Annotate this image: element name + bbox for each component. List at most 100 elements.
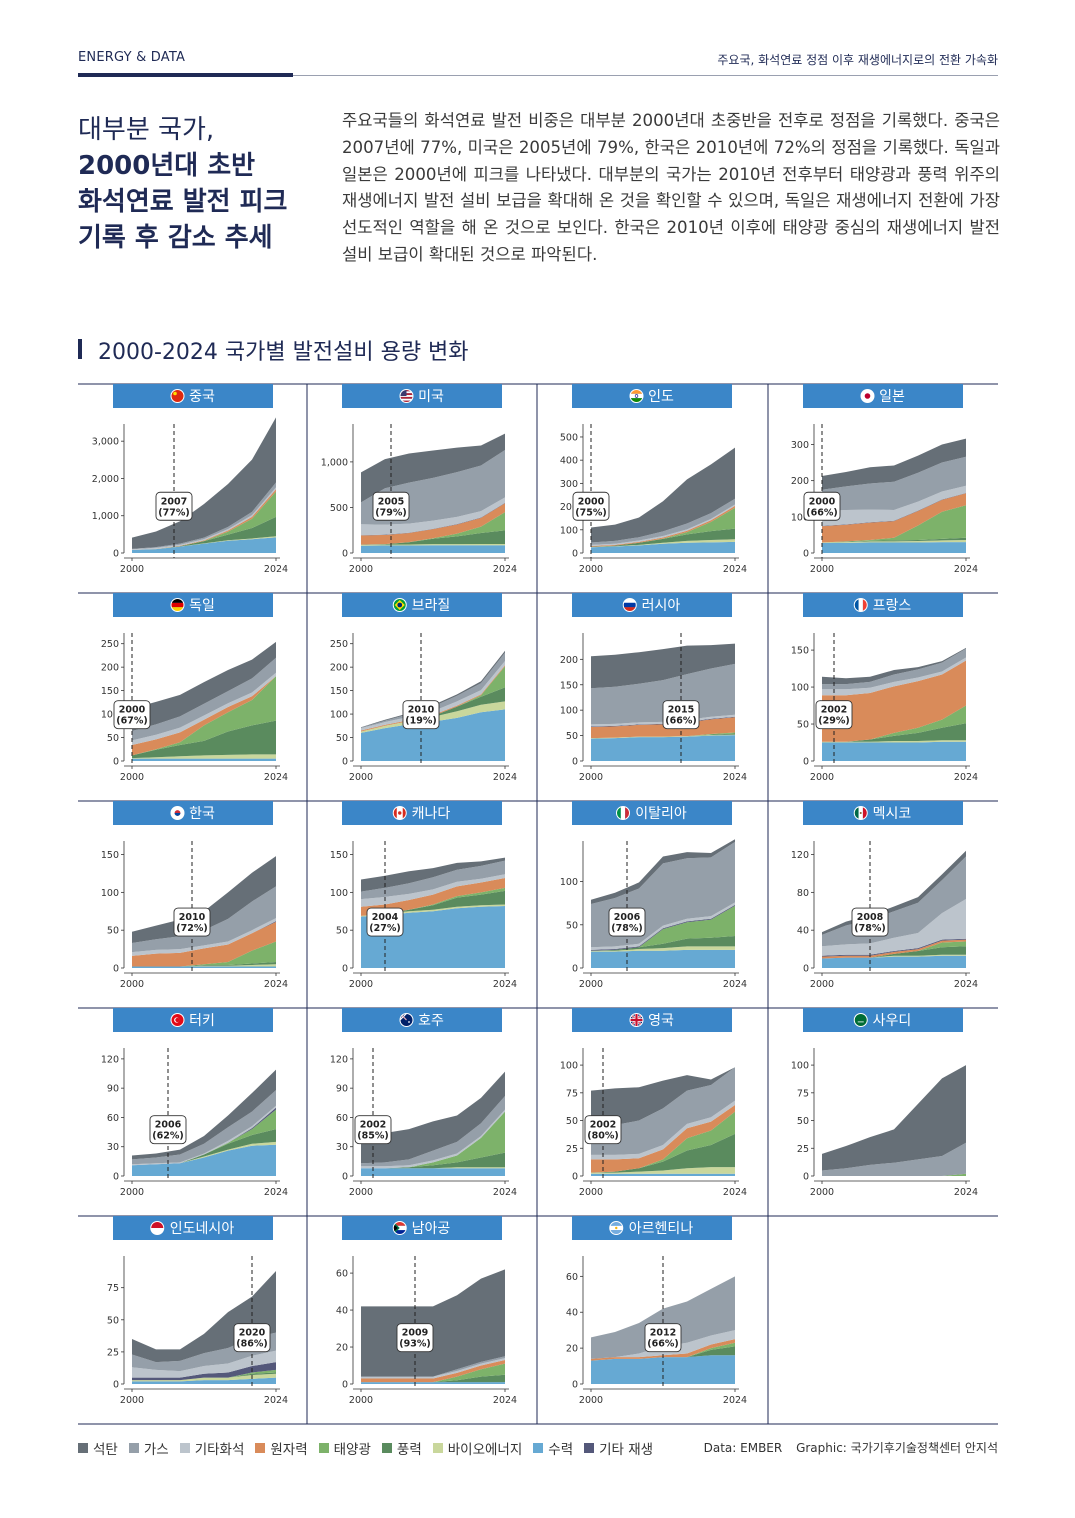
y-tick-label: 1,000 bbox=[321, 457, 348, 468]
country-label: 사우디 bbox=[873, 1013, 912, 1029]
peak-year-label: 2006 bbox=[155, 1120, 182, 1131]
country-label-box bbox=[803, 384, 963, 408]
y-tick-label: 200 bbox=[560, 502, 578, 513]
x-tick-label: 2024 bbox=[493, 772, 517, 783]
y-tick-label: 60 bbox=[336, 1269, 348, 1280]
area-bio bbox=[132, 1373, 276, 1382]
legend-label-gas: 가스 bbox=[143, 1442, 169, 1458]
country-label: 이탈리아 bbox=[635, 806, 687, 822]
y-tick-label: 60 bbox=[107, 1113, 119, 1124]
header-rule-accent bbox=[78, 73, 293, 77]
x-tick-label: 2024 bbox=[723, 1187, 747, 1198]
country-label-box bbox=[113, 801, 273, 825]
country-label: 인도 bbox=[648, 389, 674, 405]
area-solar bbox=[591, 1111, 735, 1173]
country-label: 캐나다 bbox=[412, 806, 451, 822]
country-label: 러시아 bbox=[642, 598, 681, 614]
flag-au-icon bbox=[400, 1013, 413, 1027]
area-bio bbox=[132, 536, 276, 551]
x-tick-label: 2000 bbox=[579, 564, 603, 575]
country-label-box bbox=[803, 801, 963, 825]
x-tick-label: 2024 bbox=[493, 1187, 517, 1198]
country-panel: 미국 0 500 1,000 2000 2024 2005(79%) bbox=[321, 384, 517, 575]
flag-id-icon bbox=[150, 1221, 164, 1235]
x-tick-label: 2000 bbox=[120, 1187, 144, 1198]
peak-pct-label: (78%) bbox=[854, 923, 885, 934]
peak-pct-label: (77%) bbox=[158, 507, 189, 518]
x-tick-label: 2000 bbox=[120, 1395, 144, 1406]
y-tick-label: 0 bbox=[572, 1380, 578, 1391]
area-bio bbox=[132, 964, 276, 967]
area-other_fossil bbox=[132, 1350, 276, 1378]
country-label: 독일 bbox=[189, 598, 215, 614]
y-tick-label: 0 bbox=[803, 757, 809, 768]
country-label: 아르헨티나 bbox=[629, 1221, 694, 1237]
peak-box bbox=[372, 491, 410, 521]
area-gas bbox=[822, 648, 966, 690]
area-wind bbox=[132, 1129, 276, 1166]
area-hydro bbox=[361, 709, 505, 761]
area-nuclear bbox=[132, 921, 276, 967]
area-nuclear bbox=[822, 660, 966, 742]
area-gas bbox=[361, 1095, 505, 1167]
x-tick-label: 2024 bbox=[954, 1187, 978, 1198]
peak-pct-label: (27%) bbox=[369, 923, 400, 934]
country-label-box bbox=[572, 384, 732, 408]
y-tick-label: 120 bbox=[791, 850, 809, 861]
area-coal bbox=[361, 1071, 505, 1164]
area-gas bbox=[132, 886, 276, 953]
country-label-box bbox=[342, 384, 502, 408]
peak-box bbox=[354, 1115, 392, 1145]
legend-swatch-gas bbox=[128, 1443, 139, 1453]
area-other_fossil bbox=[132, 918, 276, 956]
x-tick-label: 2000 bbox=[120, 979, 144, 990]
y-tick-label: 100 bbox=[101, 710, 119, 721]
legend-label-nuclear: 원자력 bbox=[270, 1442, 308, 1458]
area-coal bbox=[591, 1067, 735, 1130]
legend-items: 석탄 가스 기타화석 원자력 태양광 풍력 바이오에너지 수력 기타 재생 bbox=[78, 1438, 653, 1458]
peak-box bbox=[608, 907, 646, 937]
area-coal bbox=[591, 839, 735, 905]
area-other_fossil bbox=[591, 1100, 735, 1160]
country-label-box bbox=[342, 593, 502, 617]
peak-box bbox=[155, 491, 193, 521]
legend-swatch-bio bbox=[432, 1443, 443, 1453]
area-gas bbox=[591, 1067, 735, 1155]
y-tick-label: 30 bbox=[107, 1142, 119, 1153]
y-tick-label: 120 bbox=[101, 1054, 119, 1065]
country-label: 멕시코 bbox=[873, 806, 912, 822]
area-solar bbox=[822, 1173, 966, 1176]
peak-year-label: 2012 bbox=[650, 1328, 676, 1339]
y-tick-label: 0 bbox=[803, 549, 809, 560]
x-tick-label: 2000 bbox=[120, 564, 144, 575]
y-tick-label: 50 bbox=[336, 733, 348, 744]
area-bio bbox=[361, 543, 505, 546]
flag-sa-icon bbox=[854, 1013, 868, 1027]
area-solar bbox=[361, 1363, 505, 1383]
peak-year-label: 2000 bbox=[578, 496, 605, 507]
area-gas bbox=[132, 657, 276, 741]
flag-de-icon bbox=[171, 598, 184, 612]
flag-br-icon bbox=[393, 598, 407, 612]
y-tick-label: 50 bbox=[566, 1116, 578, 1127]
x-tick-label: 2024 bbox=[954, 772, 978, 783]
y-tick-label: 75 bbox=[566, 1088, 578, 1099]
area-wind bbox=[591, 1133, 735, 1173]
y-tick-label: 60 bbox=[336, 1113, 348, 1124]
legend-label-bio: 바이오에너지 bbox=[447, 1442, 523, 1458]
y-tick-label: 0 bbox=[342, 549, 348, 560]
area-gas bbox=[591, 498, 735, 545]
peak-pct-label: (80%) bbox=[587, 1131, 618, 1142]
area-other_fossil bbox=[822, 657, 966, 696]
y-tick-label: 50 bbox=[797, 1116, 809, 1127]
legend-label-hydro: 수력 bbox=[548, 1442, 574, 1458]
section-title-text: 2000-2024 국가별 발전설비 용량 변화 bbox=[98, 340, 469, 365]
peak-box bbox=[113, 700, 151, 730]
y-tick-label: 0 bbox=[113, 1172, 119, 1183]
area-nuclear bbox=[822, 493, 966, 543]
area-wind bbox=[132, 961, 276, 967]
y-tick-label: 100 bbox=[330, 710, 348, 721]
country-panel: 터키 0 30 60 90 120 2000 2024 2006(62%) bbox=[101, 1008, 288, 1198]
country-label: 영국 bbox=[648, 1013, 674, 1029]
x-tick-label: 2000 bbox=[120, 772, 144, 783]
